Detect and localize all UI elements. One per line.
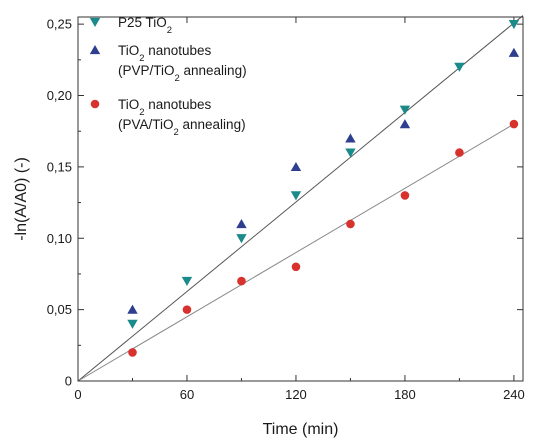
data-point: [345, 148, 356, 158]
data-point: [127, 319, 138, 329]
data-point: [509, 119, 519, 129]
data-point: [346, 219, 355, 229]
data-point: [345, 133, 356, 143]
plot-frame: [77, 16, 524, 382]
data-point: [454, 62, 465, 72]
y-axis-label: -ln(A/A0) (-): [13, 157, 30, 241]
y-tick-label: 0,20: [47, 88, 72, 103]
data-point: [508, 19, 520, 30]
fit-line: [77, 123, 515, 382]
data-point: [400, 191, 410, 200]
data-point: [182, 305, 192, 314]
x-tick-label: 120: [285, 387, 307, 402]
fit-lines: [77, 15, 524, 382]
x-axis-label: Time (min): [263, 421, 339, 438]
data-point: [455, 148, 464, 157]
x-tick-label: 240: [503, 387, 525, 402]
y-tick-label: 0,10: [47, 231, 72, 246]
fit-line: [77, 15, 524, 382]
x-tick-label: 0: [74, 387, 81, 402]
data-point: [236, 234, 247, 244]
legend-label: TiO2 nanotubes: [118, 97, 212, 118]
legend-marker: [89, 45, 101, 55]
legend-label: TiO2 nanotubes: [118, 43, 212, 64]
data-point: [236, 219, 247, 229]
data-point: [399, 119, 411, 129]
data-point: [181, 276, 193, 287]
data-point: [399, 105, 411, 115]
legend-label: (PVP/TiO2 annealing): [118, 63, 247, 84]
data-point: [128, 348, 137, 357]
data-point: [127, 304, 138, 314]
data-points: [127, 19, 520, 357]
legend-marker: [89, 17, 101, 27]
axis-labels: Time (min) -ln(A/A0) (-): [13, 157, 338, 438]
axes: 0 60 120 180 240 0 0,05 0,10 0,15 0,20 0,25: [47, 16, 525, 402]
data-point: [290, 161, 302, 172]
y-tick-label: 0,05: [47, 302, 72, 317]
legend-marker: [90, 99, 100, 109]
x-tick-label: 60: [180, 387, 194, 402]
y-tick-label: 0: [65, 374, 72, 389]
y-tick-label: 0,15: [47, 159, 72, 174]
data-point: [291, 262, 301, 272]
data-point: [508, 47, 520, 57]
x-tick-label: 180: [394, 387, 416, 402]
legend-label: (PVA/TiO2 annealing): [118, 117, 246, 138]
data-point: [237, 276, 246, 286]
y-tick-label: 0,25: [47, 17, 72, 32]
data-point: [290, 191, 302, 201]
legend-label: P25 TiO2: [118, 15, 172, 36]
